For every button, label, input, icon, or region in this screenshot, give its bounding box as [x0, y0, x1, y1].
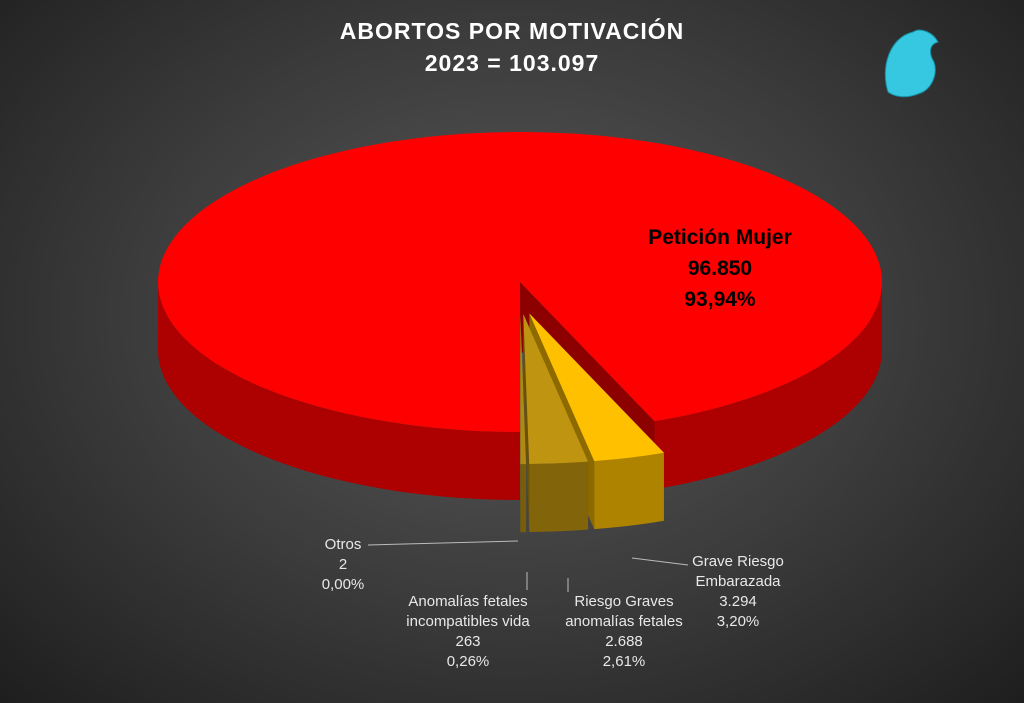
slice: [520, 314, 527, 533]
label-percent: 0,26%: [446, 653, 490, 670]
slice-top: [520, 314, 527, 465]
slice-wall: [523, 314, 530, 532]
label-name: Riesgo Graves anomalías fetales: [565, 593, 683, 630]
label-value: 263: [455, 633, 481, 650]
data-label: Anomalías fetales incompatibles vida 263…: [390, 592, 546, 672]
chart-subtitle: 2023 = 103.097: [424, 50, 600, 76]
slice-top: [529, 313, 664, 462]
label-name: Grave Riesgo Embarazada: [692, 553, 784, 590]
leader-line: [631, 557, 689, 566]
slice-top: [158, 132, 882, 432]
label-name: Otros: [324, 536, 362, 553]
chart-title: ABORTOS POR MOTIVACIÓN: [339, 18, 685, 44]
label-percent: 3,20%: [716, 613, 760, 630]
leader-line: [367, 540, 519, 546]
label-value: 2.688: [605, 633, 643, 650]
data-label: Otros 2 0,00%: [308, 535, 378, 595]
label-percent: 2,61%: [602, 653, 646, 670]
label-value: 3.294: [719, 593, 757, 610]
slice-side: [158, 282, 520, 500]
label-name: Petición Mujer: [648, 226, 792, 249]
label-value: 2: [338, 556, 348, 573]
logo: [884, 29, 939, 98]
label-percent: 93,94%: [684, 288, 756, 311]
slice: [523, 314, 589, 532]
label-value: 96.850: [687, 257, 753, 280]
slice-top: [523, 314, 589, 464]
slice-side: [520, 464, 527, 533]
label-name: Anomalías fetales incompatibles vida: [406, 593, 530, 630]
data-label: Grave Riesgo Embarazada 3.294 3,20%: [682, 552, 794, 632]
slice: [158, 132, 882, 500]
data-label: Riesgo Graves anomalías fetales 2.688 2,…: [550, 592, 698, 672]
slice-side: [529, 461, 589, 532]
slice-side: [654, 282, 882, 490]
data-label: Petición Mujer 96.850 93,94%: [630, 222, 810, 315]
slice-side: [594, 452, 664, 530]
label-percent: 0,00%: [321, 576, 365, 593]
